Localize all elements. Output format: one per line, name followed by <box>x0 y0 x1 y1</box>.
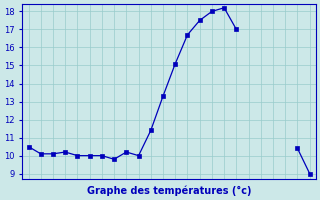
X-axis label: Graphe des températures (°c): Graphe des températures (°c) <box>87 185 252 196</box>
